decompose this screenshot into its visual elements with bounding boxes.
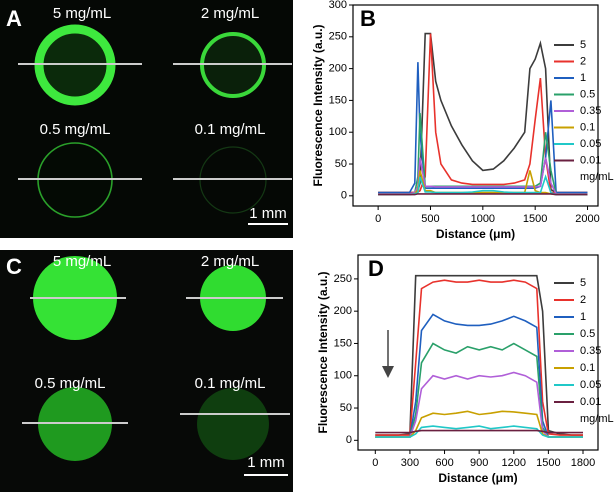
legend-label: 0.35 — [580, 105, 601, 117]
data-line — [375, 429, 583, 434]
legend-label: 5 — [580, 39, 586, 51]
caption: 0.5 mg/mL — [40, 121, 111, 138]
micrograph-c: C 5 mg/mL 2 mg/mL 0.5 mg/mL 0.1 mg/mL 1 … — [0, 250, 293, 492]
data-line — [378, 62, 588, 194]
y-tick-label: 100 — [334, 370, 352, 382]
legend-unit: mg/mL — [580, 171, 614, 183]
caption: 0.1 mg/mL — [195, 121, 266, 138]
y-tick-label: 250 — [334, 273, 352, 285]
x-tick-label: 0 — [375, 213, 381, 225]
y-tick-label: 300 — [329, 0, 347, 11]
y-tick-label: 200 — [329, 63, 347, 75]
x-axis-title: Distance (μm) — [438, 471, 517, 485]
y-tick-label: 250 — [329, 31, 347, 43]
y-tick-label: 200 — [334, 305, 352, 317]
x-tick-label: 300 — [401, 457, 419, 469]
caption: 5 mg/mL — [53, 5, 111, 22]
x-tick-label: 1500 — [536, 457, 560, 469]
y-tick-label: 0 — [341, 190, 347, 202]
y-tick-label: 150 — [334, 337, 352, 349]
legend-label: 0.5 — [580, 328, 595, 340]
scale-bar-label: 1 mm — [247, 454, 285, 471]
data-line — [378, 174, 588, 196]
y-tick-label: 0 — [346, 434, 352, 446]
x-tick-label: 1500 — [523, 213, 547, 225]
x-tick-label: 1200 — [502, 457, 526, 469]
y-tick-label: 100 — [329, 126, 347, 138]
y-tick-label: 50 — [340, 402, 352, 414]
plot-frame — [357, 254, 599, 451]
legend-label: 1 — [580, 72, 586, 84]
legend-label: 0.01 — [580, 154, 601, 166]
legend-label: 0.35 — [580, 345, 601, 357]
legend-label: 0.05 — [580, 138, 601, 150]
legend-label: 0.1 — [580, 362, 595, 374]
legend-label: 0.5 — [580, 88, 595, 100]
y-tick-label: 50 — [335, 158, 347, 170]
data-line — [375, 274, 583, 436]
x-tick-label: 600 — [435, 457, 453, 469]
legend-label: 5 — [580, 277, 586, 289]
y-axis-title: Fluorescence Intensity (a.u.) — [311, 24, 325, 186]
legend-unit: mg/mL — [580, 413, 614, 425]
micrograph-a: A 5 mg/mL 2 mg/mL 0.5 mg/mL 0.1 mg/mL 1 … — [0, 0, 293, 238]
legend-label: 1 — [580, 311, 586, 323]
caption: 0.5 mg/mL — [35, 375, 106, 392]
x-tick-label: 500 — [421, 213, 439, 225]
legend-label: 0.1 — [580, 121, 595, 133]
data-line — [378, 32, 588, 194]
legend-label: 0.01 — [580, 396, 601, 408]
panel-label: C — [6, 254, 22, 279]
panel-label: B — [360, 6, 376, 31]
data-line — [375, 342, 583, 438]
data-line — [378, 33, 588, 194]
panel-label: D — [368, 256, 384, 281]
x-axis-title: Distance (μm) — [436, 227, 515, 241]
x-tick-label: 1800 — [571, 457, 595, 469]
x-tick-label: 2000 — [575, 213, 599, 225]
x-tick-label: 900 — [470, 457, 488, 469]
data-line — [375, 279, 583, 436]
caption: 5 mg/mL — [53, 253, 111, 270]
caption: 2 mg/mL — [201, 5, 259, 22]
data-line — [378, 193, 588, 196]
plot-frame — [352, 4, 599, 207]
legend-label: 2 — [580, 55, 586, 67]
x-tick-label: 0 — [372, 457, 378, 469]
panel-label: A — [6, 6, 22, 31]
x-tick-label: 1000 — [471, 213, 495, 225]
data-line — [375, 425, 583, 438]
caption: 0.1 mg/mL — [195, 375, 266, 392]
legend-label: 0.05 — [580, 379, 601, 391]
data-line — [378, 157, 588, 195]
caption: 2 mg/mL — [201, 253, 259, 270]
y-axis-title: Fluorescence Intensity (a.u.) — [316, 271, 330, 433]
legend-label: 2 — [580, 294, 586, 306]
scale-bar-label: 1 mm — [249, 205, 287, 222]
y-tick-label: 150 — [329, 94, 347, 106]
data-line — [375, 371, 583, 438]
